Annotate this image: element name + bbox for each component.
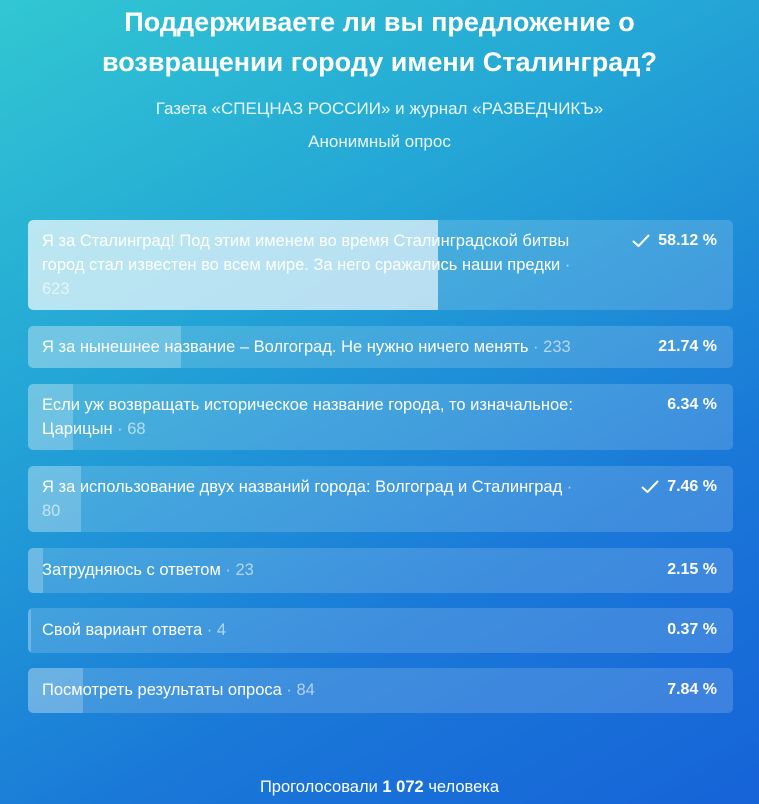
option-label: Я за нынешнее название – Волгоград. Не н… — [42, 335, 593, 359]
option-result: 21.74 % — [658, 335, 717, 359]
separator: · — [112, 420, 128, 438]
separator: · — [560, 256, 571, 274]
option-vote-count: · 84 — [281, 681, 315, 699]
option-percent: 7.84 % — [667, 681, 717, 698]
option-percent: 58.12 % — [658, 232, 717, 249]
option-label: Свой вариант ответа · 4 — [42, 618, 593, 642]
option-text: Если уж возвращать историческое название… — [42, 396, 573, 438]
vote-count-value: 68 — [127, 420, 146, 438]
option-result: 2.15 % — [667, 558, 717, 582]
option-label: Я за Сталинград! Под этим именем во врем… — [42, 229, 593, 301]
option-text: Затрудняюсь с ответом — [42, 561, 221, 579]
option-percent: 21.74 % — [658, 338, 717, 355]
poll-option[interactable]: Затрудняюсь с ответом · 23 2.15 % — [28, 548, 733, 593]
option-text: Свой вариант ответа — [42, 621, 203, 639]
option-result: 58.12 % — [632, 229, 717, 253]
option-result: 0.37 % — [667, 618, 717, 642]
option-vote-count: · 623 — [42, 256, 570, 298]
option-percent: 6.34 % — [667, 396, 717, 413]
poll-option[interactable]: Я за нынешнее название – Волгоград. Не н… — [28, 326, 733, 368]
total-suffix: человека — [428, 778, 500, 796]
option-result: 7.46 % — [641, 475, 717, 499]
separator: · — [220, 561, 236, 579]
total-votes: Проголосовали 1 072 человека — [0, 775, 759, 799]
vote-count-value: 233 — [543, 338, 571, 356]
option-label: Посмотреть результаты опроса · 84 — [42, 678, 593, 702]
separator: · — [562, 478, 573, 496]
total-count: 1 072 — [382, 778, 424, 796]
poll-options: Я за Сталинград! Под этим именем во врем… — [28, 220, 733, 728]
option-vote-count: · 80 — [42, 478, 572, 520]
option-result-bar — [28, 466, 81, 532]
vote-count-value: 84 — [296, 681, 315, 699]
option-vote-count: · 233 — [528, 338, 571, 356]
option-percent: 7.46 % — [667, 478, 717, 495]
option-text: Я за Сталинград! Под этим именем во врем… — [42, 232, 570, 274]
option-vote-count: · 68 — [112, 420, 146, 438]
option-result-bar — [28, 220, 438, 310]
poll-option[interactable]: Свой вариант ответа · 4 0.37 % — [28, 608, 733, 653]
option-result: 7.84 % — [667, 678, 717, 702]
poll-option[interactable]: Посмотреть результаты опроса · 84 7.84 % — [28, 668, 733, 713]
option-percent: 2.15 % — [667, 561, 717, 578]
option-vote-count: · 23 — [220, 561, 254, 579]
check-icon — [632, 234, 650, 247]
option-result-bar — [28, 326, 182, 368]
option-percent: 0.37 % — [667, 621, 717, 638]
option-label: Я за использование двух названий города:… — [42, 475, 593, 523]
separator: · — [528, 338, 544, 356]
option-text: Я за использование двух названий города:… — [42, 478, 563, 496]
option-result-bar — [28, 384, 73, 450]
option-text: Я за нынешнее название – Волгоград. Не н… — [42, 338, 529, 356]
option-label: Если уж возвращать историческое название… — [42, 393, 593, 441]
option-label: Затрудняюсь с ответом · 23 — [42, 558, 593, 582]
total-prefix: Проголосовали — [259, 778, 378, 796]
option-result-bar — [28, 548, 44, 593]
vote-count-value: 4 — [216, 621, 227, 639]
separator: · — [281, 681, 297, 699]
poll-option[interactable]: Если уж возвращать историческое название… — [28, 384, 733, 450]
separator: · — [202, 621, 217, 639]
poll-option[interactable]: Я за Сталинград! Под этим именем во врем… — [28, 220, 733, 310]
poll-title: Поддерживаете ли вы предложение о возвра… — [102, 7, 657, 77]
option-text: Посмотреть результаты опроса — [42, 681, 282, 699]
check-icon — [641, 480, 659, 493]
vote-count-value: 23 — [235, 561, 254, 579]
poll-type: Анонимный опрос — [308, 132, 451, 151]
option-result-bar — [28, 608, 31, 653]
option-result: 6.34 % — [667, 393, 717, 417]
vote-count-value: 623 — [42, 280, 70, 298]
option-result-bar — [28, 668, 84, 713]
poll-option[interactable]: Я за использование двух названий города:… — [28, 466, 733, 532]
option-vote-count: · 4 — [202, 621, 226, 639]
poll-subtitle: Газета «СПЕЦНАЗ РОССИИ» и журнал «РАЗВЕД… — [155, 99, 604, 118]
vote-count-value: 80 — [42, 502, 61, 520]
